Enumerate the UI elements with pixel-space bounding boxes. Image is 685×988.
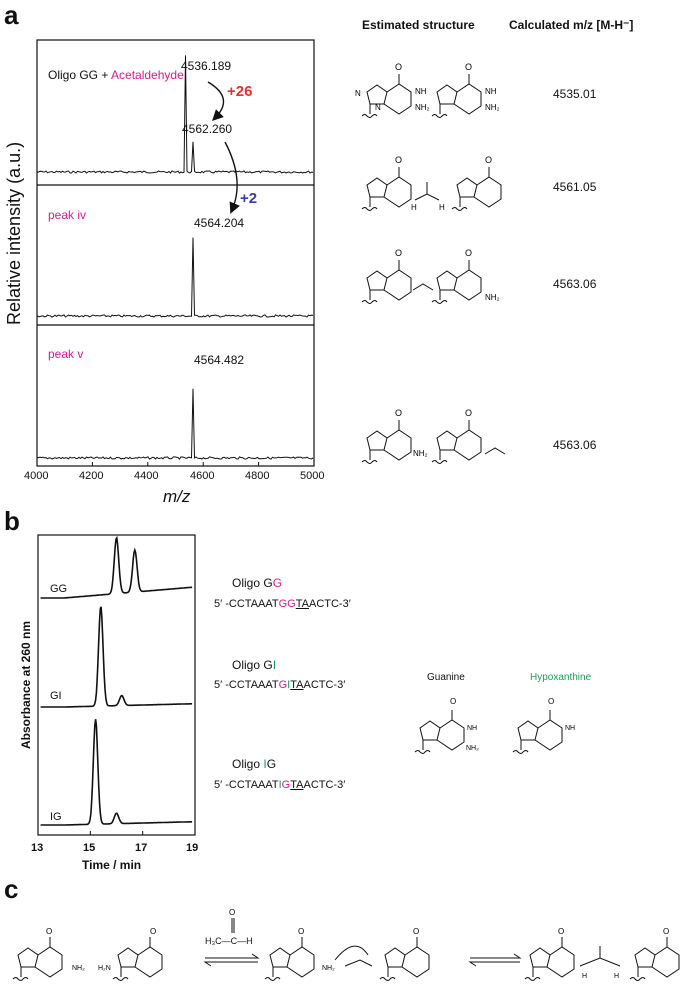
svg-text:NH₂: NH₂ <box>466 745 479 752</box>
arrow-plus26 <box>207 81 225 121</box>
hplc-xtick-label-17: 17 <box>135 842 148 854</box>
reaction-scheme: O O NH₂ H₂N O O O NH₂ O O H H <box>12 908 680 981</box>
svg-text:N: N <box>375 103 381 112</box>
svg-text:H: H <box>439 203 445 212</box>
hplc-xtick-label-15: 15 <box>83 842 96 854</box>
oligo-title-gi: Oligo GI <box>232 658 277 672</box>
trace3-label: peak v <box>48 347 84 361</box>
ms-frame <box>36 39 315 467</box>
hplc-trace-label-gg: GG <box>50 583 68 595</box>
calc-mz-3: 4563.06 <box>553 277 597 291</box>
hplc-xlabel: Time / min <box>82 858 142 872</box>
ms-xtick-label-4800: 4800 <box>245 470 270 482</box>
peak-label-3: 4564.204 <box>194 216 245 230</box>
panel-c-letter: c <box>4 874 19 904</box>
oligo-title-ig: Oligo IG <box>232 757 277 771</box>
peak-label-4: 4564.482 <box>194 353 245 367</box>
svg-text:H₂N: H₂N <box>98 965 111 972</box>
hplc-frame <box>37 534 196 836</box>
svg-text:O: O <box>150 927 156 936</box>
svg-text:O: O <box>485 155 492 165</box>
svg-text:NH: NH <box>415 87 427 96</box>
ms-xtick-label-4200: 4200 <box>79 470 104 482</box>
oligo-seq-ig: 5′ -CCTAAATIGTAACTC-3′ <box>214 779 346 791</box>
hplc-chart <box>37 534 196 836</box>
hplc-trace-gg <box>40 535 193 599</box>
header-calculated-mz: Calculated m/z [M-H⁻] <box>509 18 634 32</box>
svg-text:O: O <box>298 927 304 936</box>
oligo-seq-gi: 5′ -CCTAAATGITAACTC-3′ <box>214 679 346 691</box>
svg-text:NH₂: NH₂ <box>322 965 335 972</box>
svg-text:NH: NH <box>467 725 477 732</box>
structure-row-2: O O H H <box>361 155 502 212</box>
hplc-trace-gi <box>40 606 193 708</box>
svg-text:O: O <box>395 248 402 258</box>
acetaldehyde-reagent: H₃C—C—H <box>205 936 253 946</box>
hplc-trace-label-ig: IG <box>50 811 62 823</box>
arrow-plus2 <box>224 141 240 214</box>
svg-text:NH₂: NH₂ <box>415 103 430 112</box>
ms-trace-peak-v <box>36 388 314 460</box>
delta-plus2: +2 <box>240 190 258 207</box>
peak-label-1: 4536.189 <box>181 59 232 73</box>
guanine-hypoxanthine-structures: O O NH NH NH₂ <box>414 697 575 754</box>
delta-plus26: +26 <box>227 83 253 100</box>
panel-a-letter: a <box>4 0 19 30</box>
svg-text:H: H <box>582 973 587 980</box>
svg-text:N: N <box>355 89 361 98</box>
svg-text:NH₂: NH₂ <box>72 965 85 972</box>
ms-chart <box>36 39 315 467</box>
ms-xtick-label-4000: 4000 <box>24 470 49 482</box>
structure-row-4: O O NH₂ <box>361 408 506 464</box>
svg-text:O: O <box>558 927 564 936</box>
oligo-seq-gg: 5′ -CCTAAATGGTAACTC-3′ <box>214 598 351 610</box>
svg-text:O: O <box>663 927 669 936</box>
ms-trace-gg <box>36 55 314 174</box>
svg-text:O: O <box>395 62 402 72</box>
svg-text:O: O <box>229 908 235 917</box>
svg-text:NH₂: NH₂ <box>413 449 428 458</box>
hplc-xtick-label-13: 13 <box>31 842 44 854</box>
equilibrium-arrow-2 <box>468 953 522 967</box>
peak-label-2: 4562.260 <box>182 122 233 136</box>
calc-mz-2: 4561.05 <box>553 180 597 194</box>
structure-row-1: O O N N NH NH₂ NH NH₂ <box>355 62 500 118</box>
panel-b-letter: b <box>4 506 20 536</box>
svg-text:O: O <box>465 408 472 418</box>
ms-xtick-label-4600: 4600 <box>190 470 215 482</box>
svg-text:O: O <box>46 927 52 936</box>
svg-text:O: O <box>395 408 402 418</box>
svg-text:O: O <box>413 927 419 936</box>
equilibrium-arrow-1 <box>203 953 260 967</box>
hplc-trace-label-gi: GI <box>50 690 62 702</box>
svg-text:O: O <box>395 155 402 165</box>
oligo-title-gg: Oligo GG <box>232 576 283 590</box>
guanine-label: Guanine <box>427 672 465 683</box>
svg-text:O: O <box>465 248 472 258</box>
trace2-label: peak iv <box>48 208 87 222</box>
svg-text:NH₂: NH₂ <box>485 103 500 112</box>
hplc-xtick-label-19: 19 <box>186 842 199 854</box>
trace1-label: Oligo GG + Acetaldehyde <box>48 68 184 82</box>
svg-text:O: O <box>450 697 456 706</box>
ms-xtick-label-5000: 5000 <box>300 470 325 482</box>
calc-mz-1: 4535.01 <box>553 87 597 101</box>
ms-xtick-label-4400: 4400 <box>134 470 159 482</box>
header-estimated-structure: Estimated structure <box>362 18 475 32</box>
hypoxanthine-label: Hypoxanthine <box>530 672 592 683</box>
svg-text:O: O <box>548 697 554 706</box>
svg-text:O: O <box>465 62 472 72</box>
svg-text:NH₂: NH₂ <box>485 293 500 302</box>
svg-text:H: H <box>411 203 417 212</box>
ms-xlabel: m/z <box>163 487 191 506</box>
svg-text:NH: NH <box>485 87 497 96</box>
svg-text:NH: NH <box>565 725 575 732</box>
hplc-trace-ig <box>40 719 193 826</box>
ms-trace-peak-iv <box>36 237 314 318</box>
calc-mz-4: 4563.06 <box>553 438 597 452</box>
structures-panel-a: O O N N NH NH₂ NH NH₂ O O H H O O NH₂ O O NH₂ <box>355 62 506 464</box>
svg-text:H: H <box>614 973 619 980</box>
structure-row-3: O O NH₂ <box>361 248 500 304</box>
curved-arrow-attack <box>334 945 369 961</box>
